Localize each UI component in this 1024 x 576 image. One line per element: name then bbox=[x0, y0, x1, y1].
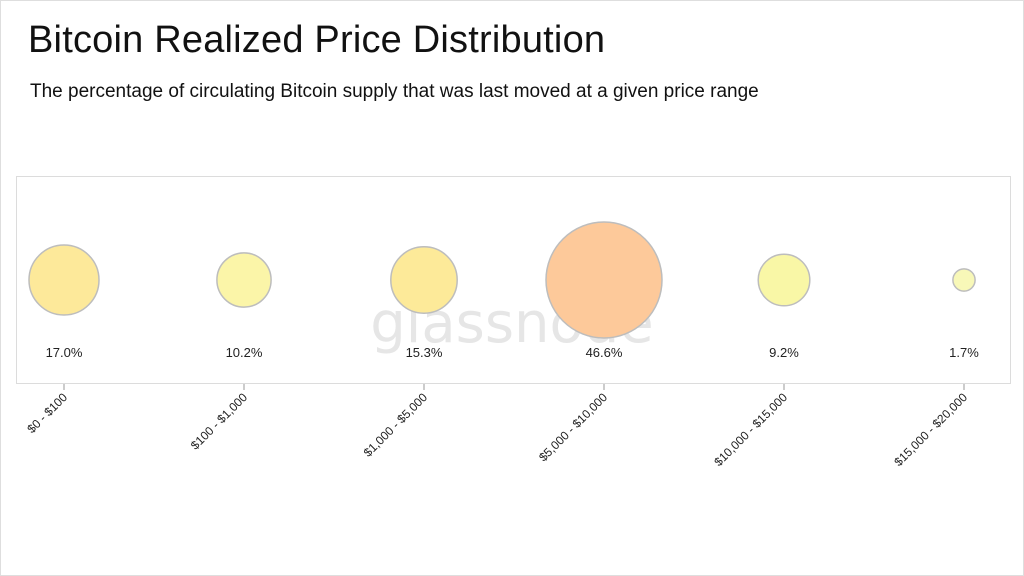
bubble-6[interactable] bbox=[952, 268, 976, 292]
x-tick-label-6: $15,000 - $20,000 bbox=[891, 390, 970, 469]
x-axis-ticks: $0 - $100 $100 - $1,000 $1,000 - $5,000 $5,… bbox=[24, 384, 970, 469]
value-label-2: 10.2% bbox=[226, 345, 263, 360]
x-tick-label-2: $100 - $1,000 bbox=[188, 390, 251, 453]
value-label-1: 17.0% bbox=[46, 345, 83, 360]
value-labels-group: 17.0% 10.2% 15.3% 46.6% 9.2% 1.7% bbox=[46, 345, 980, 360]
value-label-4: 46.6% bbox=[586, 345, 623, 360]
x-tick-label-1: $0 - $100 bbox=[24, 390, 70, 436]
bubble-5[interactable] bbox=[757, 253, 811, 307]
bubble-2[interactable] bbox=[216, 252, 272, 308]
plot-frame bbox=[16, 176, 1011, 384]
value-label-5: 9.2% bbox=[769, 345, 799, 360]
x-tick-label-5: $10,000 - $15,000 bbox=[711, 390, 790, 469]
bubble-1[interactable] bbox=[28, 244, 100, 316]
x-tick-label-3: $1,000 - $5,000 bbox=[361, 390, 431, 460]
bubble-4[interactable] bbox=[545, 221, 663, 339]
chart-subtitle: The percentage of circulating Bitcoin su… bbox=[30, 81, 759, 102]
x-tick-label-4: $5,000 - $10,000 bbox=[536, 390, 610, 464]
bubbles-group bbox=[28, 221, 976, 339]
value-label-3: 15.3% bbox=[406, 345, 443, 360]
bubble-3[interactable] bbox=[390, 246, 458, 314]
value-label-6: 1.7% bbox=[949, 345, 979, 360]
chart-title: Bitcoin Realized Price Distribution bbox=[28, 19, 606, 61]
